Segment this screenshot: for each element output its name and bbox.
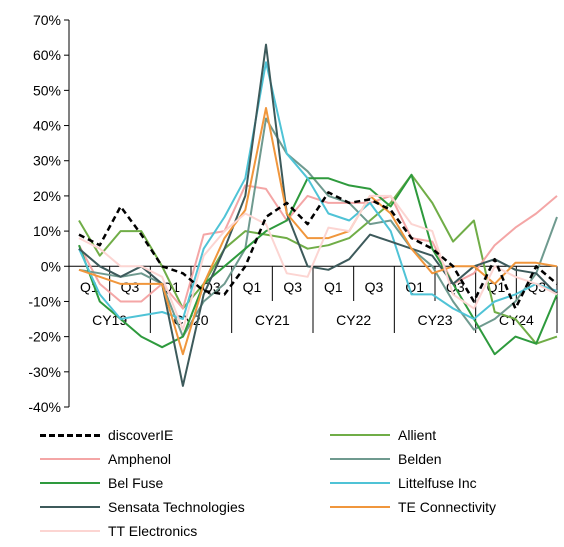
- legend-item-littelfuse-inc: Littelfuse Inc: [330, 472, 477, 494]
- y-tick-label: 0%: [41, 258, 61, 274]
- y-tick-label: -10%: [28, 293, 61, 309]
- legend-item-discoverie: discoverIE: [40, 424, 173, 446]
- y-tick-label: 50%: [33, 82, 61, 98]
- x-tick-label: Q3: [365, 279, 384, 295]
- y-tick-label: 30%: [33, 153, 61, 169]
- legend-swatch: [330, 506, 390, 508]
- series-line-sensata-technologies: [78, 43, 558, 387]
- legend-item-allient: Allient: [330, 424, 436, 446]
- legend-label: Amphenol: [108, 451, 172, 467]
- legend-item-sensata-technologies: Sensata Technologies: [40, 496, 245, 518]
- y-tick-label: -40%: [28, 399, 61, 415]
- y-axis: -40% -30% -20% -10% 0% 10% 20% 30% 40% 50% 60% 70%: [28, 12, 70, 415]
- series-line-tt-electronics: [78, 194, 558, 331]
- y-tick-label: 10%: [33, 223, 61, 239]
- y-tick-label: 70%: [33, 12, 61, 28]
- y-tick-label: 60%: [33, 47, 61, 63]
- x-tick-label: Q1: [243, 279, 262, 295]
- x-group-label: CY22: [336, 312, 371, 328]
- series-line-bel-fuse: [78, 173, 558, 356]
- legend-label: TT Electronics: [108, 523, 198, 539]
- legend-label: Belden: [398, 451, 442, 467]
- legend-item-amphenol: Amphenol: [40, 448, 171, 470]
- legend-item-tt-electronics: TT Electronics: [40, 520, 197, 542]
- legend-item-bel-fuse: Bel Fuse: [40, 472, 163, 494]
- series-line-discoverie: [78, 191, 558, 310]
- y-tick-label: 20%: [33, 188, 61, 204]
- x-tick-label: Q1: [324, 279, 343, 295]
- legend-label: Sensata Technologies: [108, 499, 245, 515]
- legend-swatch: [40, 506, 100, 508]
- legend-swatch: [330, 434, 390, 436]
- x-group-label: CY20: [173, 312, 208, 328]
- legend-swatch: [40, 530, 100, 532]
- y-tick-label: -30%: [28, 364, 61, 380]
- series-line-littelfuse-inc: [78, 61, 558, 320]
- legend-swatch: [40, 433, 100, 437]
- legend-swatch: [40, 458, 100, 460]
- legend-swatch: [330, 458, 390, 460]
- legend-item-te-connectivity: TE Connectivity: [330, 496, 496, 518]
- legend-swatch: [330, 482, 390, 484]
- y-tick-label: 40%: [33, 118, 61, 134]
- x-group-label: CY23: [417, 312, 452, 328]
- x-tick-label: Q1: [487, 279, 506, 295]
- x-tick-label: Q3: [121, 279, 140, 295]
- plot-area: [78, 43, 558, 387]
- x-tick-label: Q3: [283, 279, 302, 295]
- x-group-label: CY21: [255, 312, 290, 328]
- legend-label: discoverIE: [108, 427, 174, 443]
- line-chart: -40%-30%-20%-10%0%10%20%30%40%50%60%70% …: [28, 12, 558, 415]
- legend-item-belden: Belden: [330, 448, 442, 470]
- legend-label: Bel Fuse: [108, 475, 164, 491]
- y-tick-label: -20%: [28, 329, 61, 345]
- legend-swatch: [40, 482, 100, 484]
- legend-label: TE Connectivity: [398, 499, 497, 515]
- legend: discoverIE Allient Amphenol Belden Bel Fuse L…: [40, 424, 560, 544]
- series-line-te-connectivity: [78, 107, 558, 356]
- x-tick-label: Q1: [161, 279, 180, 295]
- legend-label: Littelfuse Inc: [398, 475, 477, 491]
- legend-label: Allient: [398, 427, 437, 443]
